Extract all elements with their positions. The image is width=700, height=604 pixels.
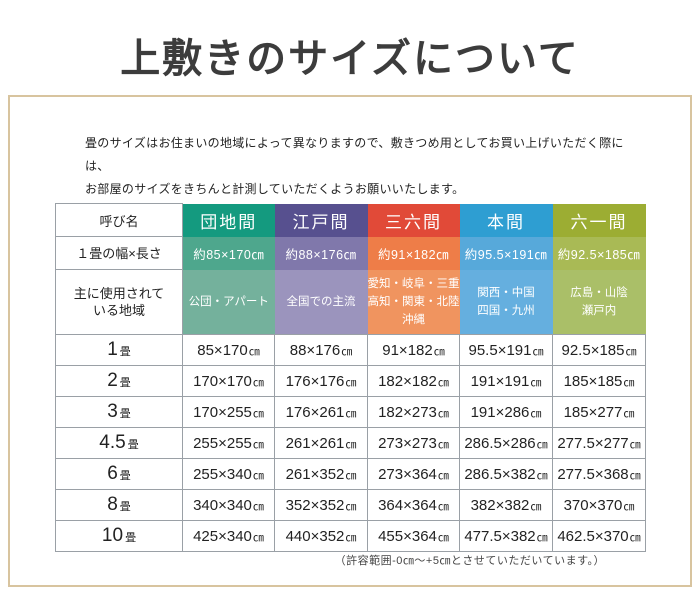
size-value-cell: 182×273㎝ (367, 396, 460, 428)
size-value-cell: 286.5×286㎝ (459, 427, 553, 459)
dimension-row: １畳の幅×長さ 約85×170㎝ 約88×176㎝ 約91×182㎝ 約95.5… (55, 236, 646, 270)
size-value-cell: 277.5×277㎝ (552, 427, 646, 459)
size-value-cell: 477.5×382㎝ (459, 520, 553, 552)
size-value-cell: 185×277㎝ (552, 396, 646, 428)
size-value-cell: 425×340㎝ (182, 520, 275, 552)
column-header-saburokuma: 三六間 (367, 203, 460, 237)
intro-text: 畳のサイズはお住まいの地域によって異なりますので、敷きつめ用としてお買い上げいた… (85, 132, 630, 201)
dimension-cell: 約88×176㎝ (274, 236, 368, 270)
size-row-4-5: 4.5 畳 255×255㎝ 261×261㎝ 273×273㎝ 286.5×28… (55, 427, 646, 459)
size-value-cell: 261×261㎝ (274, 427, 368, 459)
region-row: 主に使用されて いる地域 公団・アパート 全国での主流 愛知・岐阜・三重 高知・… (55, 269, 646, 335)
size-value-cell: 176×261㎝ (274, 396, 368, 428)
size-value-cell: 277.5×368㎝ (552, 458, 646, 490)
size-value-cell: 91×182㎝ (367, 334, 460, 366)
region-cell: 全国での主流 (274, 269, 368, 335)
region-cell: 愛知・岐阜・三重 高知・関東・北陸 沖縄 (367, 269, 460, 335)
page-title: 上敷きのサイズについて (120, 36, 580, 81)
tolerance-footnote: （許容範囲-0㎝～+5㎝とさせていただいています。） (334, 555, 605, 567)
size-row-10: 10 畳 425×340㎝ 440×352㎝ 455×364㎝ 477.5×382… (55, 520, 646, 552)
size-value-cell: 255×255㎝ (182, 427, 275, 459)
size-value-cell: 185×185㎝ (552, 365, 646, 397)
region-cell: 広島・山陰 瀬戸内 (552, 269, 646, 335)
row-label-dimension: １畳の幅×長さ (55, 236, 183, 270)
column-header-rokuichima: 六一間 (552, 203, 646, 237)
size-value-cell: 382×382㎝ (459, 489, 553, 521)
intro-line-2: お部屋のサイズをきちんと計測していただくようお願いいたします。 (85, 182, 465, 196)
size-value-cell: 462.5×370㎝ (552, 520, 646, 552)
intro-line-1: 畳のサイズはお住まいの地域によって異なりますので、敷きつめ用としてお買い上げいた… (85, 136, 624, 173)
size-value-cell: 352×352㎝ (274, 489, 368, 521)
dimension-cell: 約95.5×191㎝ (459, 236, 553, 270)
size-value-cell: 286.5×382㎝ (459, 458, 553, 490)
size-value-cell: 85×170㎝ (182, 334, 275, 366)
size-value-cell: 170×255㎝ (182, 396, 275, 428)
tatami-size-table: 呼び名 団地間 江戸間 三六間 本間 六一間 １畳の幅×長さ 約85×170㎝ … (55, 203, 646, 552)
size-value-cell: 191×286㎝ (459, 396, 553, 428)
size-value-cell: 92.5×185㎝ (552, 334, 646, 366)
row-label-region: 主に使用されて いる地域 (55, 269, 183, 335)
size-value-cell: 273×273㎝ (367, 427, 460, 459)
dimension-cell: 約91×182㎝ (367, 236, 460, 270)
size-value-cell: 176×176㎝ (274, 365, 368, 397)
size-value-cell: 455×364㎝ (367, 520, 460, 552)
size-value-cell: 370×370㎝ (552, 489, 646, 521)
size-label-cell: 10 畳 (55, 520, 183, 552)
size-value-cell: 364×364㎝ (367, 489, 460, 521)
size-value-cell: 191×191㎝ (459, 365, 553, 397)
size-value-cell: 182×182㎝ (367, 365, 460, 397)
corner-header-cell: 呼び名 (55, 203, 183, 237)
size-value-cell: 95.5×191㎝ (459, 334, 553, 366)
size-value-cell: 440×352㎝ (274, 520, 368, 552)
size-value-cell: 170×170㎝ (182, 365, 275, 397)
size-value-cell: 255×340㎝ (182, 458, 275, 490)
dimension-cell: 約92.5×185㎝ (552, 236, 646, 270)
header-row: 呼び名 団地間 江戸間 三六間 本間 六一間 (55, 203, 646, 237)
size-value-cell: 340×340㎝ (182, 489, 275, 521)
column-header-edoma: 江戸間 (274, 203, 368, 237)
size-value-cell: 88×176㎝ (274, 334, 368, 366)
size-label-cell: 4.5 畳 (55, 427, 183, 459)
dimension-cell: 約85×170㎝ (182, 236, 275, 270)
region-cell: 関西・中国 四国・九州 (459, 269, 553, 335)
region-cell: 公団・アパート (182, 269, 275, 335)
column-header-honma: 本間 (459, 203, 553, 237)
size-value-cell: 273×364㎝ (367, 458, 460, 490)
column-header-danchima: 団地間 (182, 203, 275, 237)
size-value-cell: 261×352㎝ (274, 458, 368, 490)
